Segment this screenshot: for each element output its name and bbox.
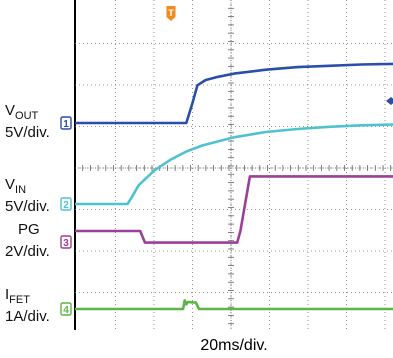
ch1-level-marker: [386, 97, 393, 105]
channel-1-badge: [60, 116, 72, 130]
channel-3-badge-number: 3: [63, 238, 69, 249]
channel-badges: 1 2 3 4: [60, 116, 72, 316]
channel-1-name: VOUT: [5, 102, 39, 122]
channel-3-scale: 2V/div.: [5, 243, 50, 260]
channel-4-badge-number: 4: [63, 305, 69, 316]
trace-ch1: [75, 62, 393, 125]
channel-4-scale: 1A/div.: [5, 308, 50, 325]
graticule: [74, 0, 393, 330]
channel-2-name: VIN: [5, 176, 26, 196]
channel-1-badge-number: 1: [63, 119, 69, 130]
channel-3-name: PG: [18, 221, 40, 238]
channel-2-badge: [60, 197, 72, 211]
trace-ch4: [75, 299, 393, 311]
channel-4-name: IFET: [5, 286, 30, 306]
svg-text:T: T: [168, 8, 174, 18]
channel-2-badge-number: 2: [63, 200, 69, 211]
channel-2-scale: 5V/div.: [5, 198, 50, 215]
trace-ch3: [75, 175, 393, 244]
plot-area: [75, 0, 393, 330]
trigger-marker: T: [166, 6, 176, 21]
channel-1-scale: 5V/div.: [5, 124, 50, 141]
trace-ch2: [75, 123, 393, 206]
traces: [75, 62, 393, 311]
timebase-label: 20ms/div.: [200, 337, 267, 354]
channel-3-badge: [60, 235, 72, 249]
channel-4-badge: [60, 302, 72, 316]
channel-labels: VOUT 5V/div. VIN 5V/div. PG 2V/div. IFET 1A/div…: [5, 102, 50, 325]
